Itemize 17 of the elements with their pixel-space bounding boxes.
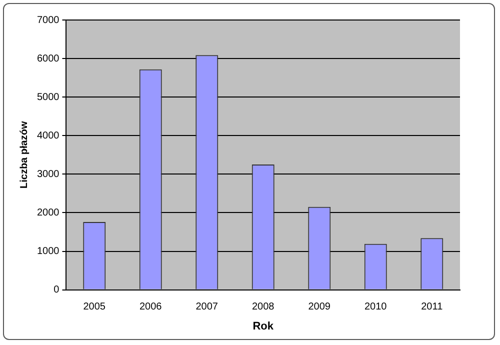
- x-tick-label: 2010: [364, 302, 388, 313]
- x-tick-label: 2009: [308, 302, 331, 313]
- y-tick-label: 3000: [36, 168, 60, 180]
- y-axis-title: Liczba płazów: [18, 121, 30, 189]
- x-tick-label: 2005: [83, 302, 106, 313]
- x-tick-label: 2007: [196, 302, 218, 313]
- x-axis-title: Rok: [252, 320, 274, 332]
- y-tick-label: 5000: [36, 92, 60, 103]
- y-tick-label: 6000: [36, 53, 60, 64]
- y-tick-label: 2000: [36, 207, 60, 218]
- x-tick-label: 2011: [421, 302, 444, 313]
- x-tick-label: 2008: [252, 302, 275, 313]
- y-tick-label: 4000: [36, 130, 60, 142]
- y-tick-label: 0: [54, 284, 60, 296]
- x-tick-label: 2006: [139, 302, 162, 313]
- y-tick-label: 7000: [36, 14, 60, 26]
- y-tick-label: 1000: [36, 246, 60, 258]
